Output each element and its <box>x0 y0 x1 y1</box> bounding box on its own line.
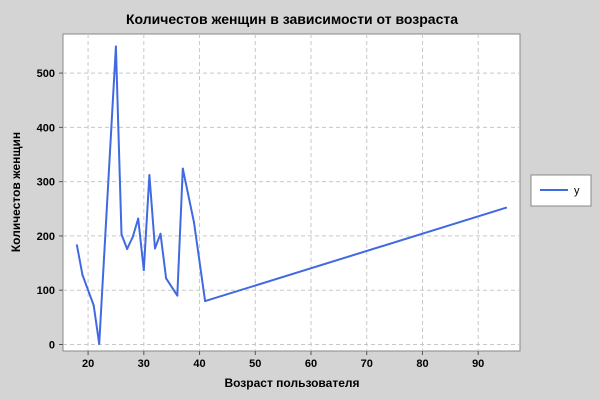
data-point <box>98 342 101 345</box>
data-point <box>193 221 195 224</box>
data-point <box>154 247 156 250</box>
x-axis-label: Возраст пользователя <box>224 376 359 390</box>
data-point <box>148 174 151 177</box>
y-axis: 0 100 200 300 400 500 <box>37 68 63 351</box>
plot-area <box>62 33 521 352</box>
y-tick-label: 100 <box>37 285 55 297</box>
data-point <box>81 274 84 276</box>
y-tick-label: 0 <box>49 339 55 351</box>
x-tick-label: 20 <box>82 358 94 370</box>
x-axis: 20 30 40 50 60 70 80 90 <box>82 351 484 370</box>
data-point <box>92 304 95 307</box>
y-tick-label: 400 <box>37 122 55 134</box>
x-tick-label: 40 <box>193 358 205 370</box>
data-point <box>120 233 123 236</box>
y-tick-label: 200 <box>37 231 55 243</box>
data-point <box>204 300 207 303</box>
data-point <box>142 269 145 272</box>
data-point <box>137 217 140 220</box>
data-point <box>159 232 162 235</box>
series <box>75 45 508 345</box>
data-point <box>505 206 508 209</box>
y-tick-label: 300 <box>37 177 55 189</box>
legend-label: y <box>574 185 580 197</box>
data-point <box>176 294 179 297</box>
chart-title: Количестов женщин в зависимости от возра… <box>126 11 458 27</box>
x-tick-label: 30 <box>138 358 150 370</box>
grid <box>63 34 520 351</box>
x-tick-label: 50 <box>249 358 261 370</box>
x-tick-label: 90 <box>472 358 484 370</box>
data-point <box>131 236 134 238</box>
data-point <box>165 277 168 280</box>
x-tick-label: 80 <box>416 358 428 370</box>
y-axis-label: Количестов женщин <box>9 132 23 252</box>
data-point <box>126 248 129 250</box>
legend: y <box>530 174 592 207</box>
x-tick-label: 60 <box>305 358 317 370</box>
y-tick-label: 500 <box>37 68 55 80</box>
x-tick-label: 70 <box>361 358 373 370</box>
data-point <box>181 167 184 170</box>
data-point <box>75 244 78 247</box>
data-point <box>114 45 117 48</box>
